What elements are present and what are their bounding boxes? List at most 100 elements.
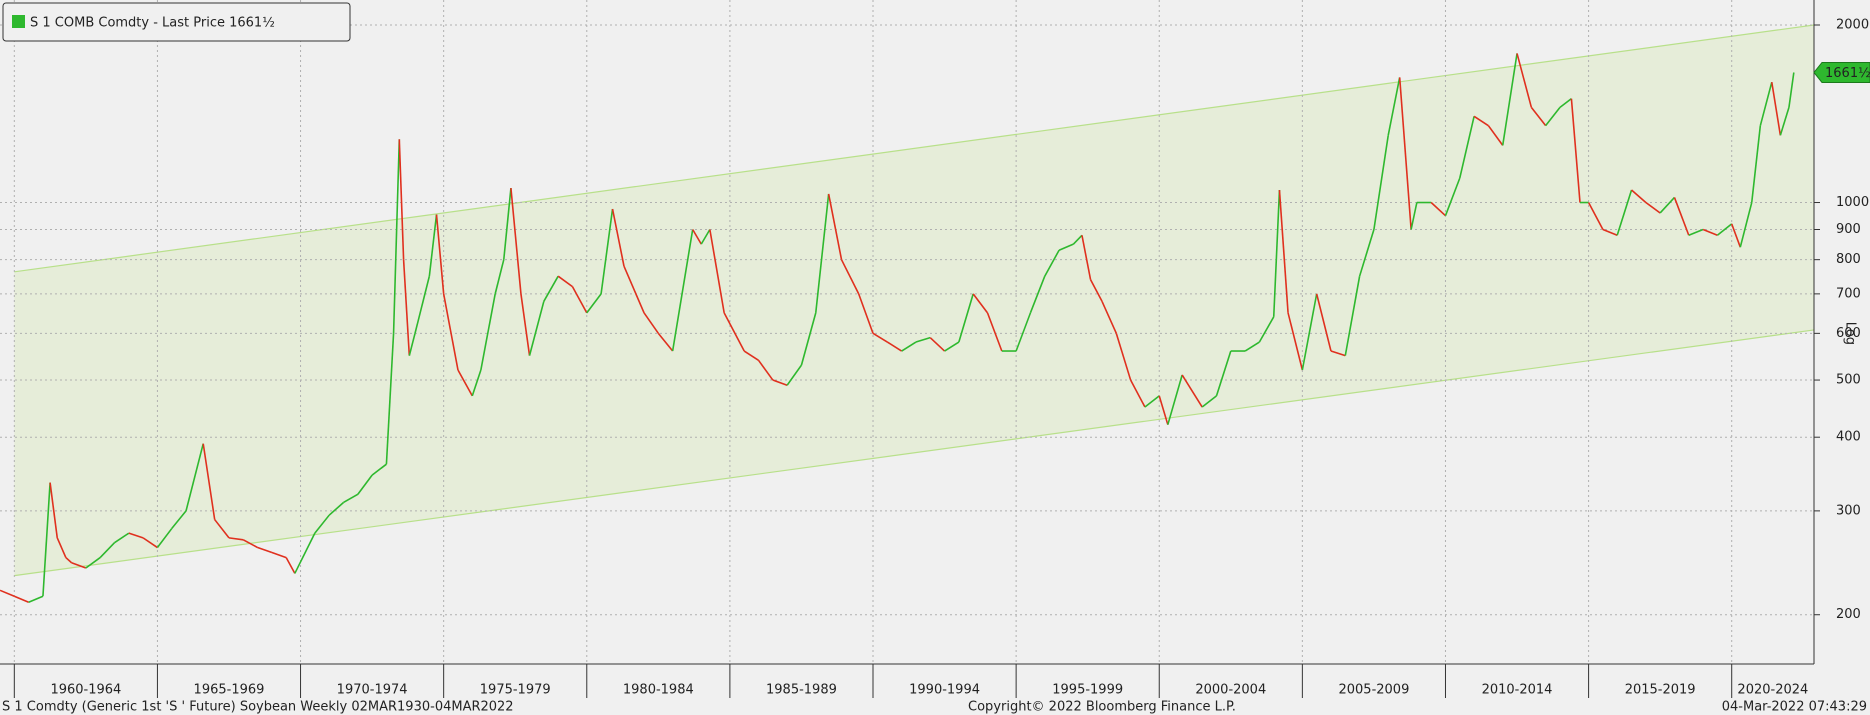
price-segment [1287,312,1304,371]
x-period-label: 2020-2024 [1737,683,1808,698]
price-segment [1330,350,1346,357]
price-segment [271,551,287,559]
price-segment [408,333,416,356]
price-segment [1244,341,1260,352]
price-segment [28,595,44,603]
price-segment [700,229,711,245]
price-segment [520,293,531,356]
price-segment [85,556,101,569]
price-segment [242,539,258,549]
price-segment [494,259,505,295]
price-segment [1410,202,1418,230]
price-segment [1645,201,1661,214]
price-segment [557,275,573,288]
price-segment [1501,53,1518,146]
legend-box [2,2,351,42]
price-segment [294,532,316,574]
price-segment [0,589,15,597]
price-segment [1015,312,1032,352]
price-segment [1089,279,1103,302]
price-segment [1702,228,1718,237]
price-segment [1759,81,1773,126]
x-period-label: 2005-2009 [1338,683,1409,698]
price-segment [385,333,395,465]
price-segment [185,443,205,512]
price-segment [510,188,522,294]
price-segment [1631,189,1647,204]
price-segment [1739,202,1753,248]
price-segment [840,259,860,295]
last-price-label: 1661½ [1825,66,1870,81]
price-segment [623,265,645,314]
price-segment [1516,53,1533,108]
price-segment [1788,72,1795,108]
legend-swatch [12,15,25,28]
price-segment [800,312,817,366]
price-segment [1215,350,1232,397]
y-tick-label: 500 [1836,373,1861,388]
price-segment [228,537,244,541]
price-segment [114,532,130,544]
price-segment [1373,135,1390,230]
price-segment [214,519,230,539]
price-segment [972,293,989,314]
price-segment [1398,77,1412,230]
price-segment [1101,300,1118,334]
price-segment [442,293,459,371]
price-segment [1258,316,1275,343]
price-segment [1272,189,1281,317]
price-segment [1129,379,1146,408]
price-segment [1716,223,1733,236]
price-segment [1459,116,1475,179]
y-tick-label: 300 [1836,503,1861,518]
price-segment [128,532,144,539]
y-tick-label: 2000 [1836,17,1869,32]
price-segment [285,557,296,574]
price-segment [402,259,411,356]
price-segment [49,482,59,538]
price-segment [723,312,745,352]
x-period-label: 2015-2019 [1625,683,1696,698]
y-tick-label: 800 [1836,252,1861,267]
price-segment [709,229,725,313]
price-segment [600,208,614,294]
price-segment [772,379,788,386]
price-segment [1659,196,1676,214]
price-segment [1115,333,1132,381]
price-segment [1181,374,1203,408]
price-segment [392,139,401,334]
price-segment [586,293,602,314]
price-segment [156,528,173,549]
price-segment [457,369,473,397]
price-segment [1081,235,1092,280]
trend-channel [14,24,1814,576]
x-period-label: 1980-1984 [623,683,694,698]
price-segment [71,562,87,569]
price-segment [691,229,702,245]
x-period-label: 1995-1999 [1052,683,1123,698]
y-tick-label: 700 [1836,286,1861,301]
price-segment [1750,125,1762,203]
price-segment [1444,177,1461,216]
price-segment [857,293,874,334]
price-segment [1616,189,1633,236]
price-segment [1201,395,1217,408]
price-segment [257,546,273,554]
price-segment [958,293,974,343]
y-tick-label: 200 [1836,607,1861,622]
price-segment [65,556,73,564]
price-segment [1387,77,1401,136]
footer-left: S 1 Comdty (Generic 1st 'S ' Future) Soy… [2,700,514,715]
x-period-label: 2000-2004 [1195,683,1266,698]
price-segment [142,537,158,549]
x-period-label: 2010-2014 [1482,683,1553,698]
footer-right: 04-Mar-2022 07:43:29 [1722,700,1867,715]
channel-line [14,24,1815,273]
y-tick-label: 600 [1836,326,1861,341]
price-segment [428,214,438,277]
footer-center: Copyright© 2022 Bloomberg Finance L.P. [968,700,1236,715]
price-segment [1044,249,1060,277]
price-segment [901,341,917,352]
price-segment [1770,82,1782,136]
